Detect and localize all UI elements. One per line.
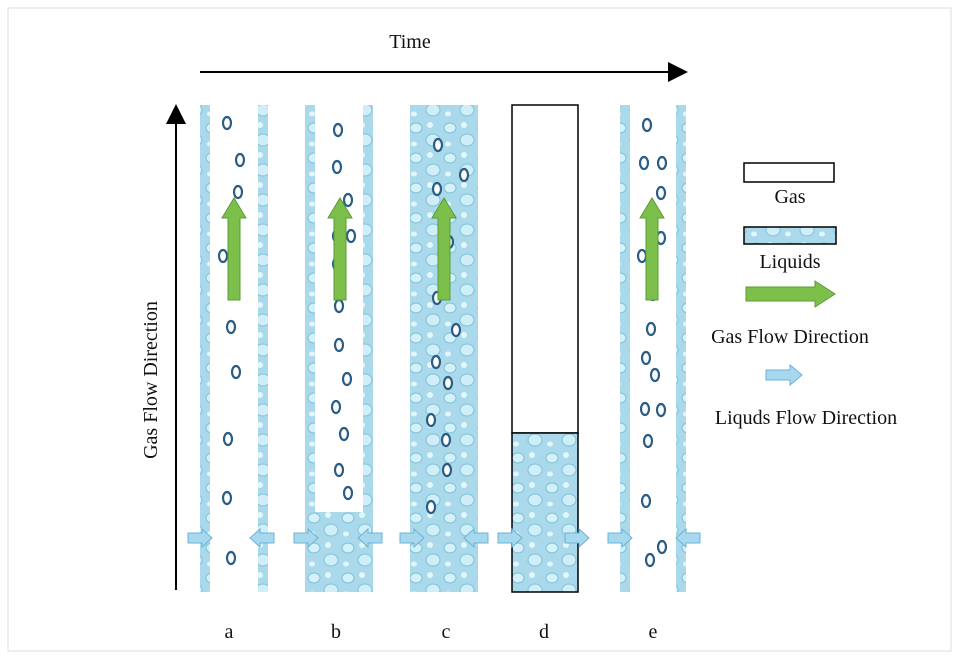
bubble xyxy=(655,402,667,418)
bubble xyxy=(225,319,237,335)
legend-label: Liquds Flow Direction xyxy=(715,407,897,429)
legend-liquid-arrow xyxy=(765,363,803,387)
liquid-arrow xyxy=(187,527,213,549)
bubble xyxy=(458,167,470,183)
liquid-arrow xyxy=(497,527,523,549)
bubble xyxy=(640,493,652,509)
bubble xyxy=(345,228,357,244)
bubble xyxy=(333,462,345,478)
legend-gas-arrow xyxy=(745,280,836,308)
bubble xyxy=(217,248,229,264)
bubble xyxy=(234,152,246,168)
liquid xyxy=(512,433,578,592)
liquid xyxy=(305,512,373,592)
bubble xyxy=(230,364,242,380)
bubble xyxy=(640,350,652,366)
column-label: c xyxy=(442,621,451,643)
bubble xyxy=(342,485,354,501)
bubble xyxy=(638,155,650,171)
gas-slug xyxy=(511,104,579,434)
bubble xyxy=(425,412,437,428)
bubble xyxy=(642,433,654,449)
liquid xyxy=(410,105,478,592)
legend: Gas Liquids Gas Flow Direction Liquds Fl… xyxy=(711,162,897,429)
liquid-arrow xyxy=(293,527,319,549)
bubble xyxy=(425,499,437,515)
bubble xyxy=(656,539,668,555)
bubble xyxy=(330,399,342,415)
bubble xyxy=(342,192,354,208)
bubble xyxy=(432,137,444,153)
bubble xyxy=(641,117,653,133)
bubble xyxy=(649,367,661,383)
liquid-film xyxy=(258,105,268,592)
bubble xyxy=(656,155,668,171)
column-label: e xyxy=(649,621,658,643)
frame xyxy=(7,7,952,652)
liquid-film xyxy=(305,105,315,592)
bubble xyxy=(636,248,648,264)
legend-label: Gas Flow Direction xyxy=(711,326,869,348)
gas-arrow xyxy=(431,197,457,301)
liquid-arrow xyxy=(607,527,633,549)
bubble xyxy=(644,552,656,568)
flow-label: Gas Flow Direction xyxy=(140,301,162,459)
bubble xyxy=(442,375,454,391)
bubble xyxy=(440,432,452,448)
bubble xyxy=(441,462,453,478)
bubble xyxy=(338,426,350,442)
column-label: b xyxy=(331,621,341,643)
liquid-arrow xyxy=(675,527,701,549)
bubble xyxy=(225,550,237,566)
bubble xyxy=(430,354,442,370)
liquid-film xyxy=(200,105,210,592)
liquid-arrow xyxy=(463,527,489,549)
gas-arrow xyxy=(221,197,247,301)
liquid-film xyxy=(676,105,686,592)
liquid-arrow xyxy=(564,527,590,549)
bubble xyxy=(333,298,345,314)
bubble xyxy=(221,115,233,131)
liquid-film xyxy=(363,105,373,592)
bubble xyxy=(431,181,443,197)
legend-label: Gas xyxy=(774,186,805,208)
liquid-film xyxy=(620,105,630,592)
gas-arrow xyxy=(639,197,665,301)
gas-arrow xyxy=(327,197,353,301)
bubble xyxy=(341,371,353,387)
tube xyxy=(511,432,579,593)
bubble xyxy=(450,322,462,338)
bubble xyxy=(232,184,244,200)
bubble xyxy=(221,490,233,506)
liquid-arrow xyxy=(357,527,383,549)
bubble xyxy=(645,321,657,337)
liquid-arrow xyxy=(399,527,425,549)
column-label: a xyxy=(225,621,234,643)
bubble xyxy=(222,431,234,447)
bubble xyxy=(332,122,344,138)
bubble xyxy=(331,159,343,175)
liquid-arrow xyxy=(249,527,275,549)
column-label: d xyxy=(539,621,549,643)
time-label: Time xyxy=(389,31,431,53)
legend-label: Liquids xyxy=(759,251,820,273)
bubble xyxy=(639,401,651,417)
bubble xyxy=(655,185,667,201)
columns: a b c d e xyxy=(187,104,701,643)
bubble xyxy=(333,337,345,353)
legend-gas-swatch xyxy=(743,162,835,183)
legend-liquid-swatch xyxy=(743,226,837,245)
